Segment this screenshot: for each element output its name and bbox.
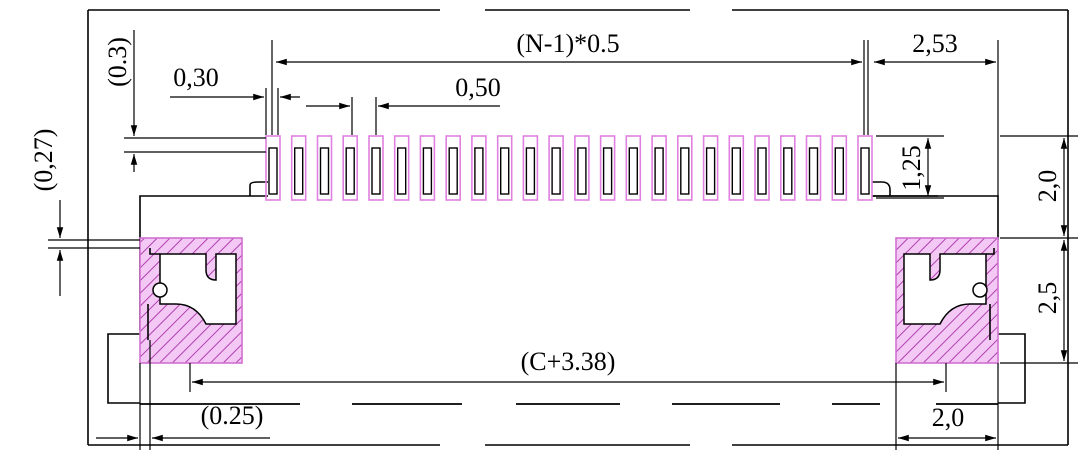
contact-pad — [805, 135, 822, 201]
left-anchor-pad — [139, 237, 243, 364]
right-anchor-pad — [895, 237, 999, 364]
contact-slot — [268, 147, 278, 195]
contact-slot — [783, 147, 793, 195]
contact-slot — [500, 147, 510, 195]
contact-pad — [316, 135, 333, 201]
contact-slot — [705, 147, 716, 195]
contact-pad — [676, 135, 693, 201]
outer-frame — [87, 9, 1069, 446]
contact-slot — [680, 147, 690, 195]
lower-body-lines — [107, 333, 1026, 405]
dim-pad-width-label: 0,30 — [173, 63, 219, 92]
contact-pad — [857, 135, 873, 201]
contact-pad — [574, 135, 590, 201]
dim-pitch-total-label: (N-1)*0.5 — [516, 29, 619, 58]
dim-anchor-width: 2,0 — [895, 363, 999, 450]
dim-body-height-label: 2,0 — [1033, 170, 1062, 203]
contact-pad — [290, 135, 307, 201]
contact-slot — [731, 147, 741, 195]
dim-body-height: 2,0 — [1000, 135, 1078, 239]
contact-pad — [779, 135, 796, 201]
contact-slot — [474, 147, 484, 195]
dim-top-ref: (0.3) — [103, 30, 266, 172]
contact-slot — [371, 147, 381, 195]
dim-pitch-total: (N-1)*0.5 — [271, 29, 869, 135]
contact-slot — [860, 147, 870, 195]
contact-slot — [448, 147, 458, 195]
contact-slot — [654, 147, 664, 195]
contact-pad — [496, 135, 513, 201]
contact-pad — [342, 135, 359, 201]
contact-slot — [397, 147, 407, 195]
dim-side-offset-label: 2,53 — [912, 29, 958, 58]
dim-side-offset: 2,53 — [874, 29, 999, 196]
contact-pad — [548, 135, 564, 201]
connector-body — [139, 181, 999, 330]
contact-pad-row — [265, 135, 873, 201]
dim-pad-height: 1,25 — [876, 135, 944, 199]
contact-pad — [471, 135, 487, 201]
contact-pad — [702, 135, 719, 201]
dim-left-ref-label: (0,27) — [29, 129, 58, 192]
dim-pad-width: 0,30 — [170, 63, 300, 135]
contact-slot — [808, 147, 819, 195]
dim-left-ref: (0,27) — [29, 129, 140, 296]
contact-pad — [522, 135, 539, 201]
contact-slot — [834, 147, 844, 195]
contact-pad — [265, 135, 281, 201]
contact-pad — [419, 135, 436, 201]
contact-slot — [628, 147, 638, 195]
contact-slot — [422, 147, 433, 195]
dim-pitch: 0,50 — [306, 73, 501, 135]
contact-slot — [319, 147, 330, 195]
contact-slot — [294, 147, 304, 195]
dim-anchor-width-label: 2,0 — [932, 403, 965, 432]
contact-pad — [625, 135, 642, 201]
dim-bottom-left-ref: (0.25) — [96, 340, 270, 450]
contact-pad — [651, 135, 667, 201]
contact-pad — [728, 135, 745, 201]
contact-slot — [602, 147, 613, 195]
contact-pad — [445, 135, 462, 201]
contact-pad — [831, 135, 848, 201]
dim-pad-height-label: 1,25 — [897, 145, 926, 191]
dim-anchor-span: (C+3.38) — [189, 347, 947, 392]
dim-top-ref-label: (0.3) — [103, 37, 132, 87]
contact-slot — [757, 147, 767, 195]
contact-slot — [525, 147, 536, 195]
contact-pad — [368, 135, 384, 201]
contact-pad — [754, 135, 770, 201]
contact-slot — [345, 147, 355, 195]
contact-pad — [393, 135, 410, 201]
dim-anchor-height-label: 2,5 — [1033, 282, 1062, 315]
dim-pitch-label: 0,50 — [455, 73, 501, 102]
contact-slot — [551, 147, 561, 195]
dim-bottom-left-ref-label: (0.25) — [201, 401, 264, 430]
contact-slot — [577, 147, 587, 195]
dim-anchor-height: 2,5 — [1000, 240, 1078, 364]
contact-pad — [599, 135, 616, 201]
dim-anchor-span-label: (C+3.38) — [521, 347, 616, 376]
